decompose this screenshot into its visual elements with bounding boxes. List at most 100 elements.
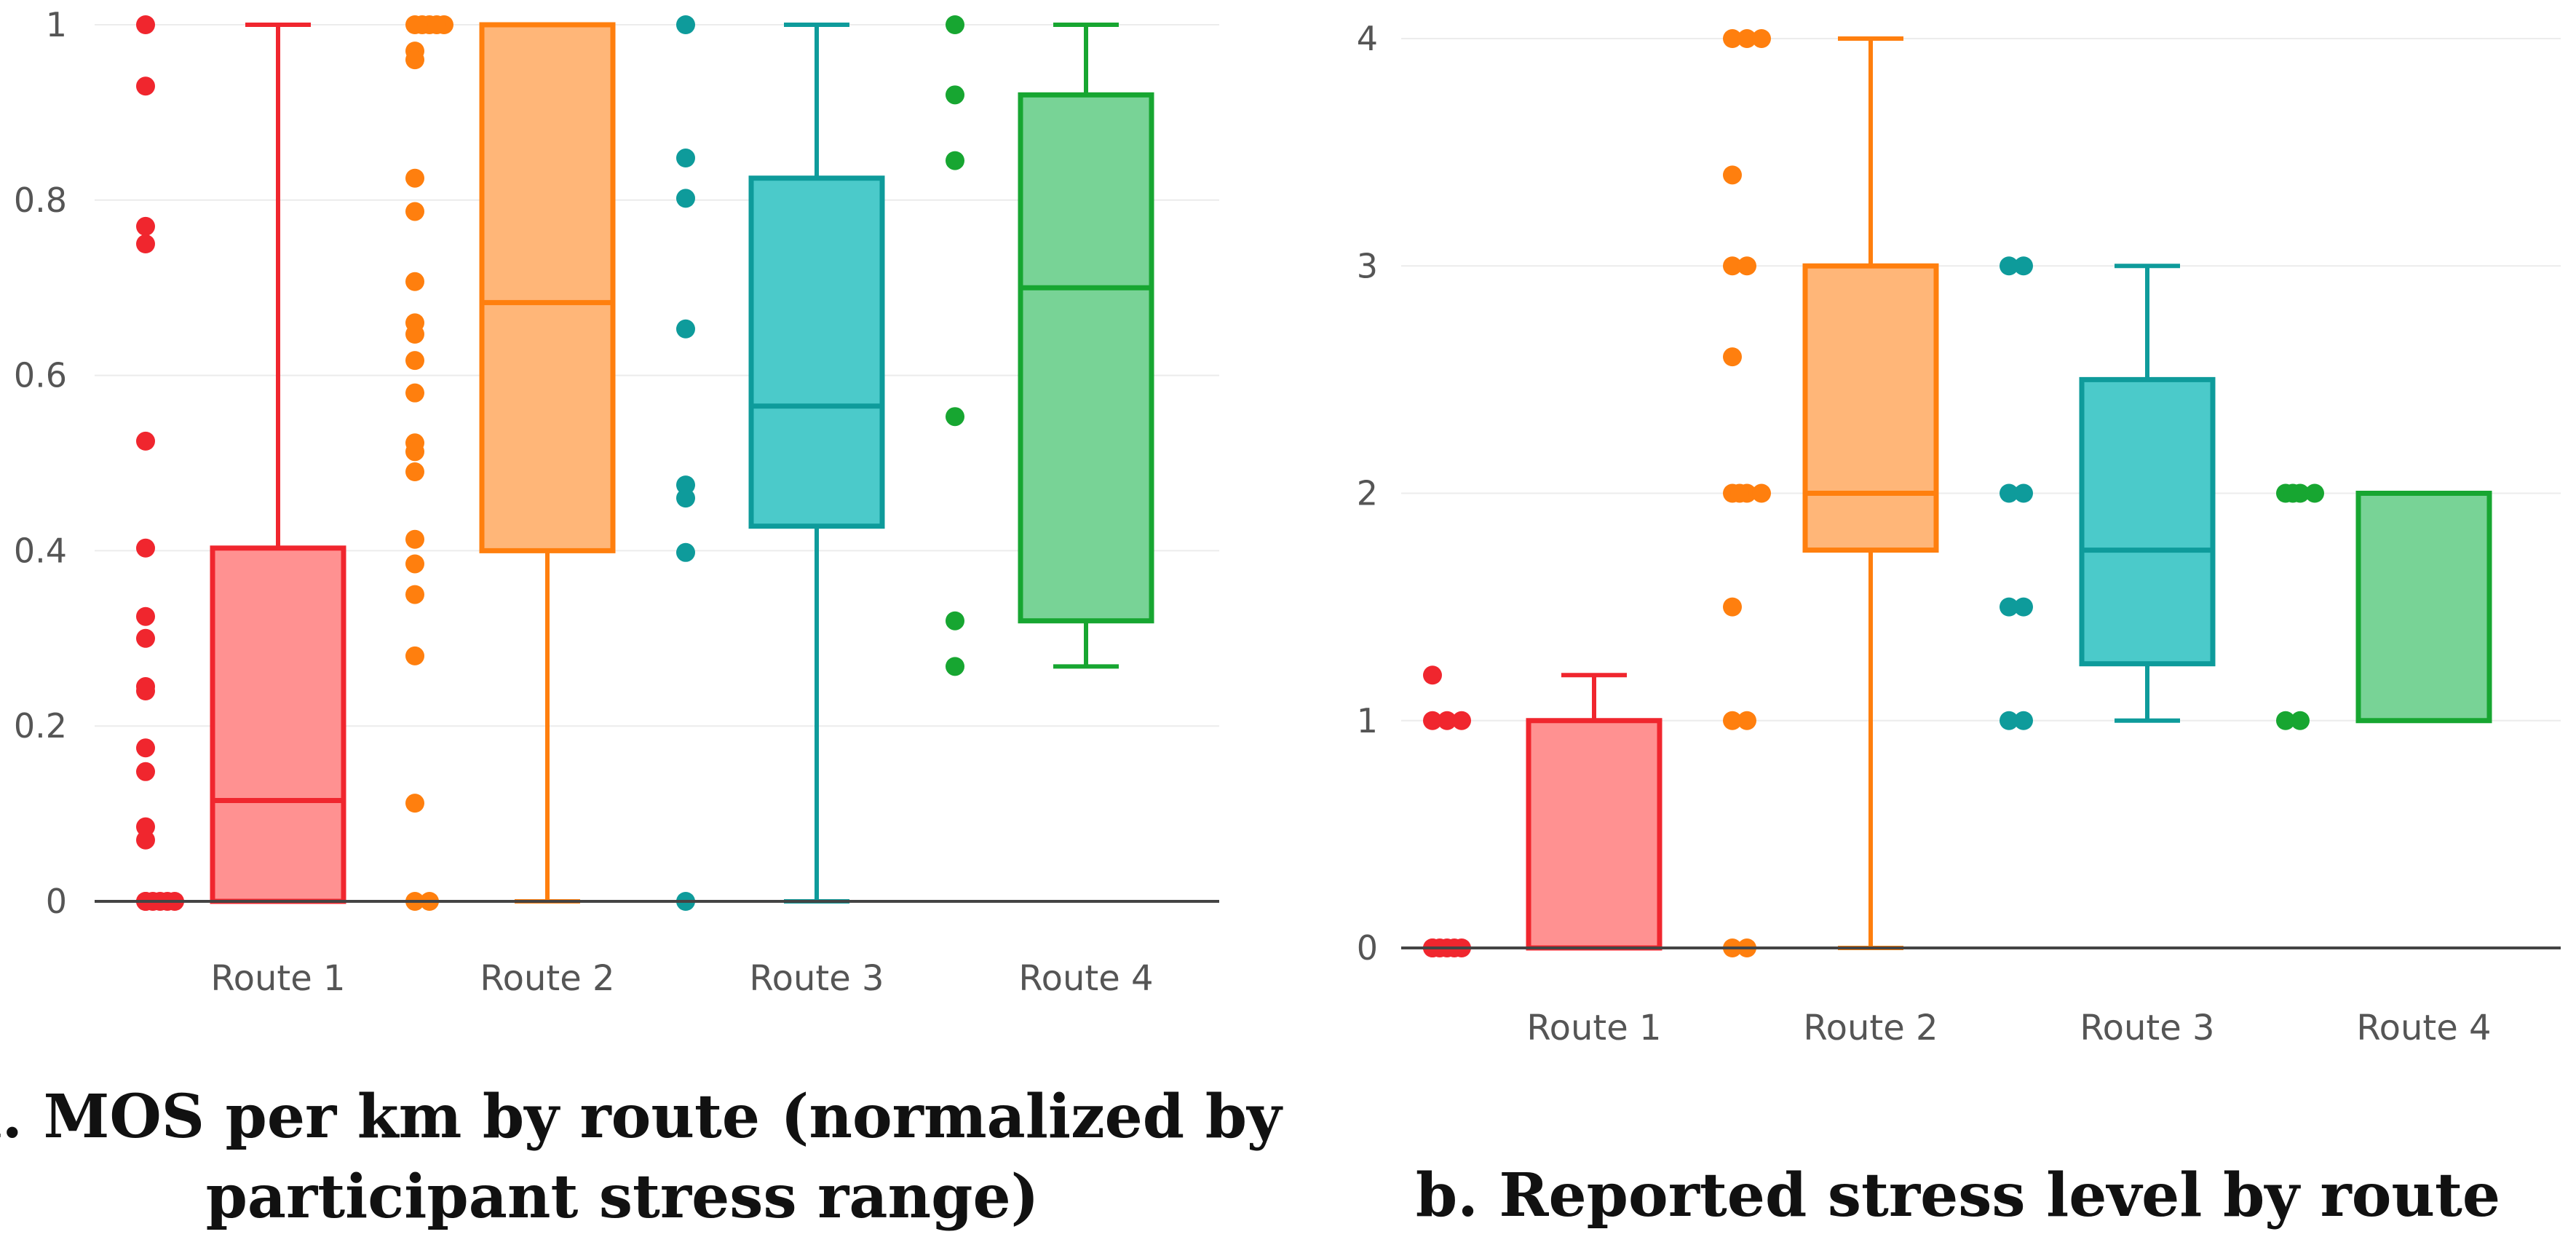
data-point xyxy=(1752,483,1771,503)
data-point xyxy=(2276,711,2295,730)
data-point xyxy=(676,15,695,34)
chart-a: 00.20.40.60.81 Route 1 Route 2 Route 3 Rout… xyxy=(0,5,1283,1232)
data-point xyxy=(136,628,155,648)
data-point xyxy=(2305,483,2324,503)
data-point xyxy=(946,611,964,631)
data-point xyxy=(405,168,424,188)
data-point xyxy=(136,606,155,626)
data-point xyxy=(136,15,155,34)
data-point xyxy=(405,272,424,291)
data-point xyxy=(1723,347,1742,367)
data-point xyxy=(676,542,695,562)
data-point xyxy=(946,407,964,427)
chart-a-category-labels: Route 1 Route 2 Route 3 Route 4 xyxy=(210,958,1153,999)
data-point xyxy=(2291,711,2310,730)
data-point xyxy=(2000,711,2018,730)
chart-b: 0 1 2 3 4 Route 1 Route 2 Route 3 Route 4 b. Re… xyxy=(1357,19,2561,1230)
data-point xyxy=(405,462,424,482)
data-point xyxy=(405,794,424,813)
box-route-4 xyxy=(2355,491,2492,724)
data-point xyxy=(136,234,155,253)
y-tick-label: 4 xyxy=(1357,19,1378,58)
data-point xyxy=(136,817,155,837)
data-point xyxy=(136,738,155,758)
chart-a-y-tick-labels: 0 0.2 0.4 0.6 0.8 1 xyxy=(14,5,67,921)
data-point xyxy=(405,50,424,70)
box-body xyxy=(2355,491,2492,724)
data-point xyxy=(136,538,155,558)
data-point xyxy=(1737,711,1756,730)
box-route-3 xyxy=(748,23,885,904)
data-point xyxy=(136,431,155,451)
box-route-4 xyxy=(1018,23,1154,669)
data-point xyxy=(136,681,155,701)
chart-b-title: b. Reported stress level by route xyxy=(1416,1161,2500,1230)
data-point xyxy=(2000,483,2018,503)
data-point xyxy=(136,830,155,850)
chart-a-points xyxy=(136,15,964,911)
box-body xyxy=(479,22,616,553)
data-point xyxy=(1752,29,1771,48)
y-tick-label: 0 xyxy=(1357,928,1378,968)
y-tick-label: 0.4 xyxy=(14,531,67,570)
chart-b-category-labels: Route 1 Route 2 Route 3 Route 4 xyxy=(1526,1008,2491,1048)
chart-b-boxes xyxy=(1526,36,2492,951)
data-point xyxy=(2014,597,2033,617)
x-category-label: Route 4 xyxy=(2356,1008,2491,1048)
box-body xyxy=(1018,92,1154,624)
x-category-label: Route 2 xyxy=(1803,1008,1938,1048)
data-point xyxy=(1452,711,1471,730)
data-point xyxy=(676,319,695,339)
data-point xyxy=(1723,711,1742,730)
data-point xyxy=(946,15,964,34)
data-point xyxy=(405,383,424,403)
data-point xyxy=(2283,483,2302,503)
chart-a-title-line-2: participant stress range) xyxy=(206,1162,1039,1232)
y-tick-label: 0.6 xyxy=(14,356,67,395)
data-point xyxy=(2014,256,2033,276)
x-category-label: Route 1 xyxy=(1526,1008,1661,1048)
x-category-label: Route 2 xyxy=(480,958,614,999)
y-tick-label: 0.8 xyxy=(14,181,67,220)
data-point xyxy=(1723,29,1742,48)
box-route-2 xyxy=(479,22,616,904)
data-point xyxy=(676,189,695,208)
data-point xyxy=(136,216,155,236)
y-tick-label: 2 xyxy=(1357,474,1378,513)
x-category-label: Route 3 xyxy=(749,958,884,999)
data-point xyxy=(1730,483,1749,503)
data-point xyxy=(405,325,424,344)
box-body xyxy=(1802,263,1939,553)
box-body xyxy=(748,175,885,529)
box-body xyxy=(2079,376,2216,667)
chart-a-title-line-1: a. MOS per km by route (normalized by xyxy=(0,1082,1283,1152)
data-point xyxy=(405,646,424,665)
data-point xyxy=(405,529,424,549)
x-category-label: Route 4 xyxy=(1018,958,1153,999)
data-point xyxy=(676,475,695,495)
data-point xyxy=(946,85,964,105)
data-point xyxy=(405,554,424,574)
box-body xyxy=(1526,718,1662,951)
y-tick-label: 1 xyxy=(46,5,67,44)
data-point xyxy=(136,76,155,96)
data-point xyxy=(1723,256,1742,276)
data-point xyxy=(946,657,964,676)
data-point xyxy=(1723,165,1742,185)
data-point xyxy=(405,351,424,371)
data-point xyxy=(136,762,155,781)
chart-a-boxes xyxy=(210,22,1154,904)
chart-b-points xyxy=(1423,29,2324,957)
data-point xyxy=(676,149,695,168)
y-tick-label: 0 xyxy=(46,882,67,921)
data-point xyxy=(2014,483,2033,503)
data-point xyxy=(1423,665,1442,685)
data-point xyxy=(427,15,446,34)
data-point xyxy=(1723,597,1742,617)
data-point xyxy=(1438,711,1457,730)
data-point xyxy=(1737,256,1756,276)
x-category-label: Route 1 xyxy=(210,958,345,999)
data-point xyxy=(946,151,964,170)
data-point xyxy=(1737,29,1756,48)
